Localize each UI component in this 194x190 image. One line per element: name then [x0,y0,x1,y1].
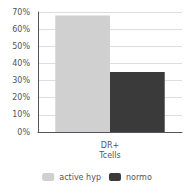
svg-text:60%: 60% [12,25,30,34]
svg-text:70%: 70% [12,8,30,17]
svg-text:active hyp: active hyp [59,173,101,182]
svg-text:10%: 10% [12,110,30,119]
svg-text:DR+: DR+ [101,141,119,150]
svg-text:40%: 40% [12,59,30,68]
svg-text:normo: normo [126,173,152,182]
svg-text:Tcells: Tcells [98,151,120,160]
svg-text:30%: 30% [12,76,30,85]
svg-text:50%: 50% [12,42,30,51]
svg-text:0%: 0% [17,128,30,137]
svg-text:20%: 20% [12,93,30,102]
